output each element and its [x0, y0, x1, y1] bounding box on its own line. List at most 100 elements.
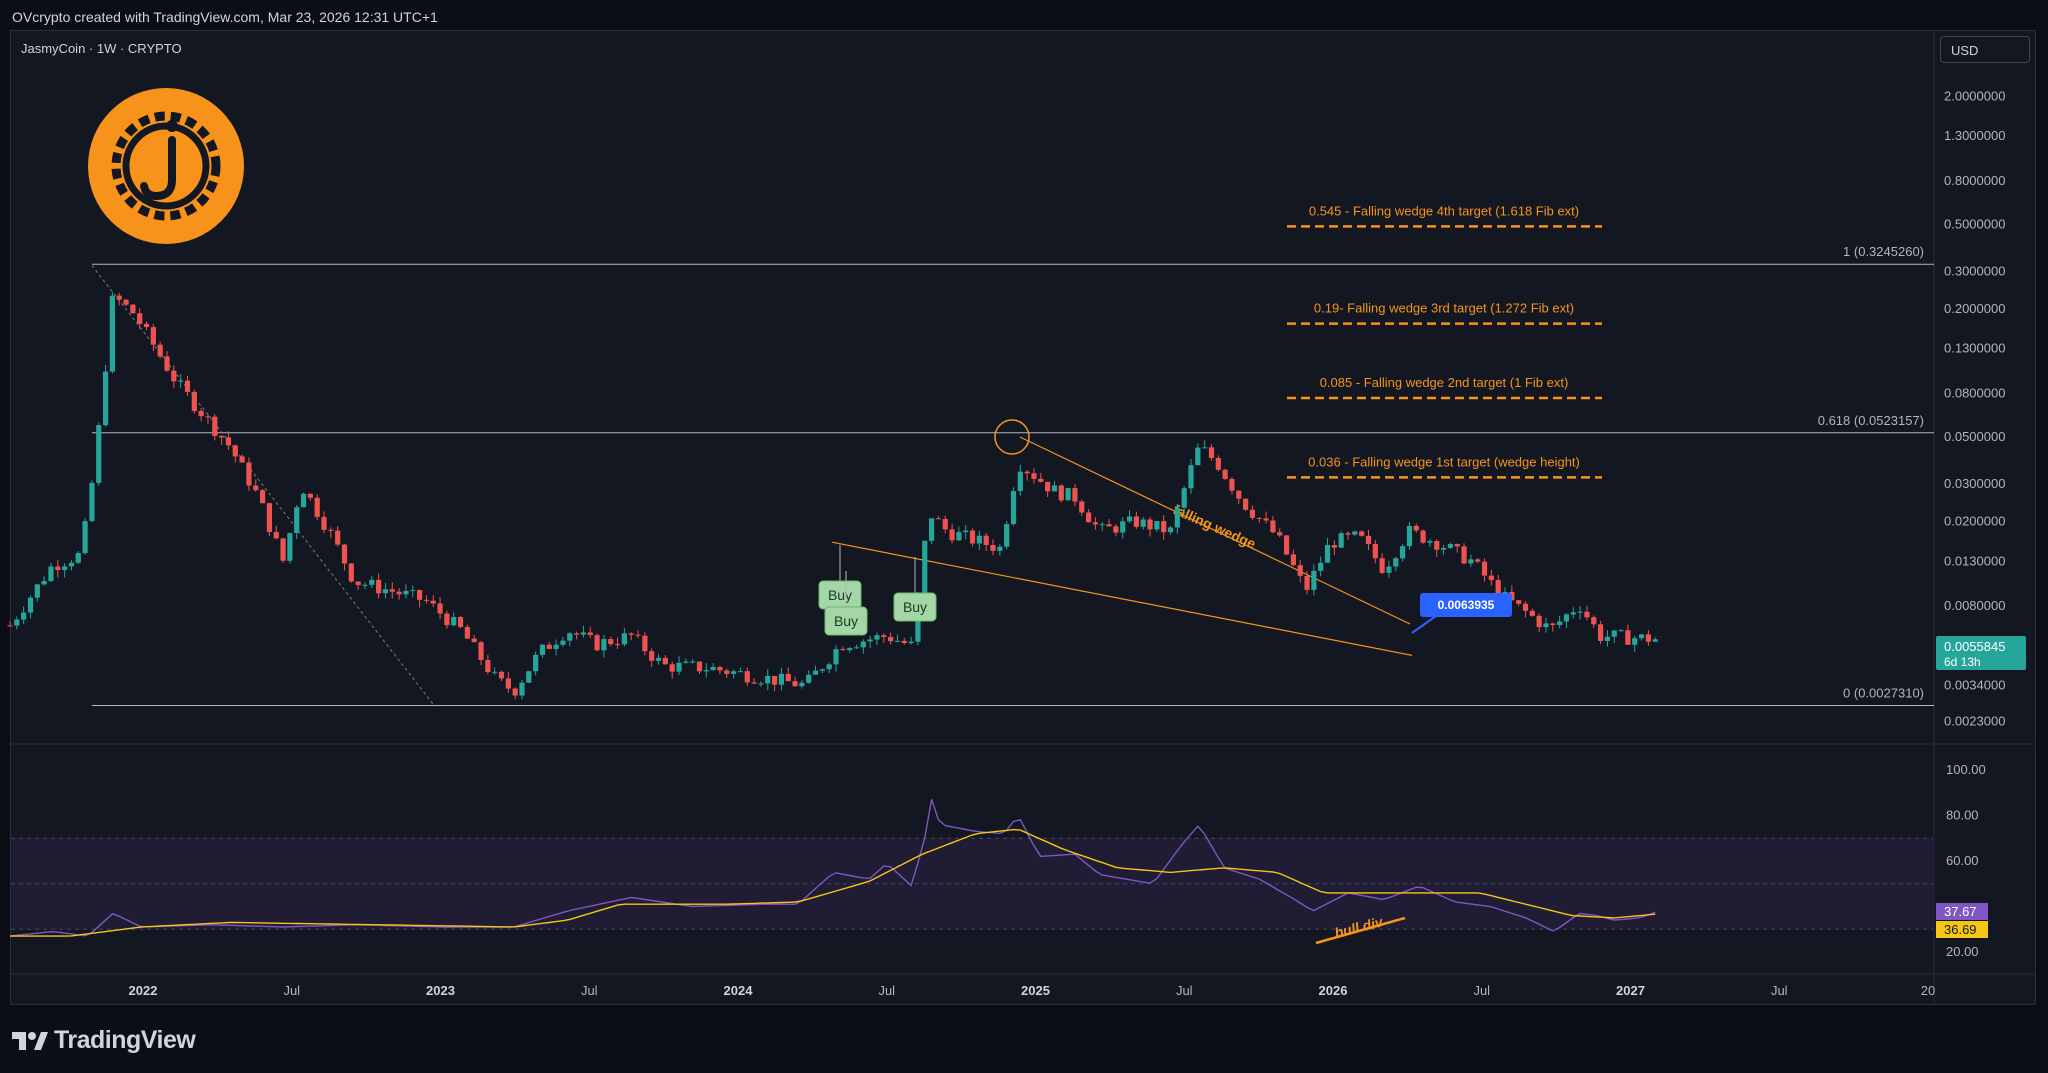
candle-body — [894, 640, 901, 642]
candle-body — [976, 535, 982, 544]
candle-body — [437, 603, 443, 614]
candle-body — [539, 644, 546, 655]
candle-body — [881, 635, 887, 637]
tradingview-brand-text: TradingView — [54, 1026, 196, 1054]
candle-body — [710, 666, 716, 671]
candle-body — [1557, 621, 1563, 626]
candle-body — [116, 295, 122, 300]
candle-body — [655, 657, 662, 661]
candle-body — [662, 657, 668, 665]
fib-level-label: 0.618 (0.0523157) — [1818, 413, 1924, 428]
candle-body — [519, 682, 525, 696]
candle-body — [396, 591, 402, 595]
candle-body — [1106, 524, 1112, 527]
candle-body — [874, 635, 880, 640]
candle-body — [758, 683, 764, 685]
candle-body — [1516, 600, 1522, 604]
buy-label-text: Buy — [834, 613, 858, 629]
candle-body — [1215, 457, 1221, 470]
candle-body — [621, 633, 627, 645]
candle-body — [860, 641, 866, 648]
currency-selector[interactable]: USD — [1940, 36, 2030, 63]
candle-body — [983, 535, 989, 545]
candle-body — [1372, 544, 1378, 559]
candle-body — [314, 497, 320, 517]
candle-body — [1379, 558, 1385, 573]
candle-body — [642, 635, 648, 652]
candle-body — [1338, 533, 1344, 548]
candle-body — [1195, 447, 1201, 466]
candle-body — [785, 673, 791, 682]
last-price-badge — [1936, 636, 2026, 670]
candle-body — [1079, 501, 1085, 513]
target-label: 0.545 - Falling wedge 4th target (1.618 … — [1309, 203, 1579, 218]
candle-body — [526, 671, 532, 683]
candle-body — [1427, 541, 1433, 543]
wedge-layer: falling wedge — [91, 265, 1413, 707]
candle-body — [1065, 488, 1071, 501]
candle-body — [1420, 530, 1426, 543]
rsi-y-tick-label: 60.00 — [1946, 853, 1979, 868]
candle-body — [1017, 471, 1023, 492]
candle-body — [259, 490, 266, 504]
x-tick-label: 2023 — [426, 983, 455, 998]
candle-body — [1413, 525, 1419, 531]
candle-body — [1454, 544, 1460, 547]
candle-body — [587, 632, 593, 636]
candle-body — [737, 671, 744, 673]
candle-body — [82, 521, 88, 554]
candle-body — [594, 635, 600, 651]
candle-body — [55, 566, 61, 571]
candle-body — [690, 661, 696, 663]
candle-body — [41, 581, 47, 585]
candle-body — [157, 344, 163, 357]
y-tick-label: 0.0034000 — [1944, 677, 2005, 692]
candle-body — [574, 633, 580, 635]
symbol-label[interactable]: JasmyCoin · 1W · CRYPTO — [21, 41, 182, 56]
buy-label-text: Buy — [903, 599, 927, 615]
candle-body — [1522, 603, 1529, 611]
time-axis[interactable]: 2022 Jul 2023 Jul 2024 Jul 2025 Jul 2026 Jul 2027 J… — [129, 983, 1936, 998]
candle-body — [1488, 575, 1494, 581]
candle-body — [102, 371, 109, 426]
candle-body — [724, 670, 730, 674]
x-tick-label: 2027 — [1616, 983, 1645, 998]
candle-body — [1113, 526, 1119, 533]
currency-label: USD — [1951, 43, 1979, 58]
candle-body — [335, 530, 341, 545]
candle-body — [1611, 630, 1617, 637]
candle-body — [376, 579, 382, 594]
candle-body — [7, 625, 13, 627]
x-tick-label: 2022 — [129, 983, 158, 998]
tradingview-logo[interactable]: TradingView — [12, 1026, 196, 1055]
candle-body — [1536, 615, 1542, 628]
candle-body — [1133, 516, 1139, 527]
candle-body — [778, 673, 785, 685]
candle-body — [1618, 630, 1624, 632]
candle-body — [137, 313, 143, 324]
candle-body — [580, 632, 587, 635]
price-axis[interactable]: 3.00000002.00000001.30000000.80000000.50… — [1936, 51, 2026, 729]
candle-body — [928, 518, 935, 541]
candle-body — [683, 661, 689, 663]
candle-body — [1277, 532, 1283, 536]
candle-body — [553, 644, 559, 649]
candle-body — [1297, 565, 1303, 576]
y-tick-label: 0.3000000 — [1944, 263, 2005, 278]
bull-div-line — [1315, 916, 1406, 945]
x-tick-label: Jul — [1771, 983, 1788, 998]
x-tick-label: Jul — [581, 983, 598, 998]
candle-body — [1638, 634, 1645, 639]
tradingview-logo-icon — [12, 1031, 48, 1050]
y-tick-label: 2.0000000 — [1944, 88, 2005, 103]
candle-body — [191, 391, 197, 412]
candle-body — [1283, 535, 1290, 555]
candle-body — [1181, 488, 1187, 508]
candle-body — [1167, 527, 1174, 533]
candle-body — [533, 654, 539, 672]
candle-body — [219, 435, 225, 438]
candle-body — [922, 540, 928, 593]
candle-body — [908, 641, 914, 644]
